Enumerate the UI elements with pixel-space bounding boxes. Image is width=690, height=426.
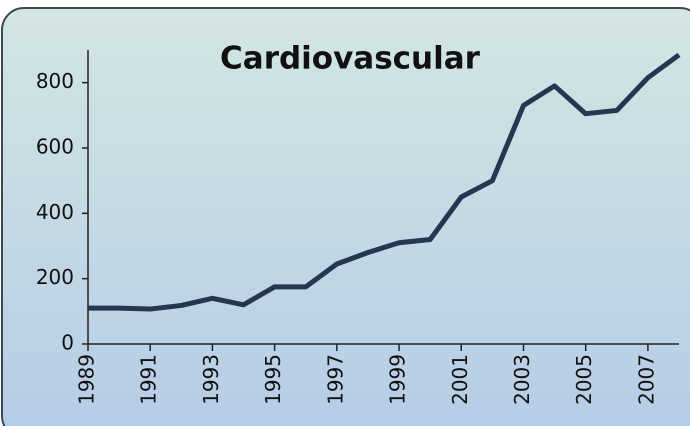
x-tick-label: 2001 (448, 354, 472, 405)
x-tick-label: 1999 (386, 354, 410, 405)
chart-title: Cardiovascular (220, 41, 481, 77)
x-tick-label: 1995 (261, 354, 285, 405)
data-line (88, 52, 681, 312)
y-tick-label: 400 (36, 200, 74, 224)
y-tick-label: 0 (61, 331, 74, 355)
y-tick-label: 200 (36, 265, 74, 289)
x-tick-label: 2003 (510, 354, 534, 405)
y-tick-label: 800 (36, 69, 74, 93)
x-tick-label: 2007 (634, 354, 658, 405)
x-tick-label: 1991 (137, 354, 161, 405)
x-tick-label: 1993 (199, 354, 223, 405)
y-tick-label: 600 (36, 135, 74, 159)
x-tick-label: 2005 (572, 354, 596, 405)
x-tick-label: 1997 (323, 354, 347, 405)
x-tick-label: 1989 (75, 354, 99, 405)
